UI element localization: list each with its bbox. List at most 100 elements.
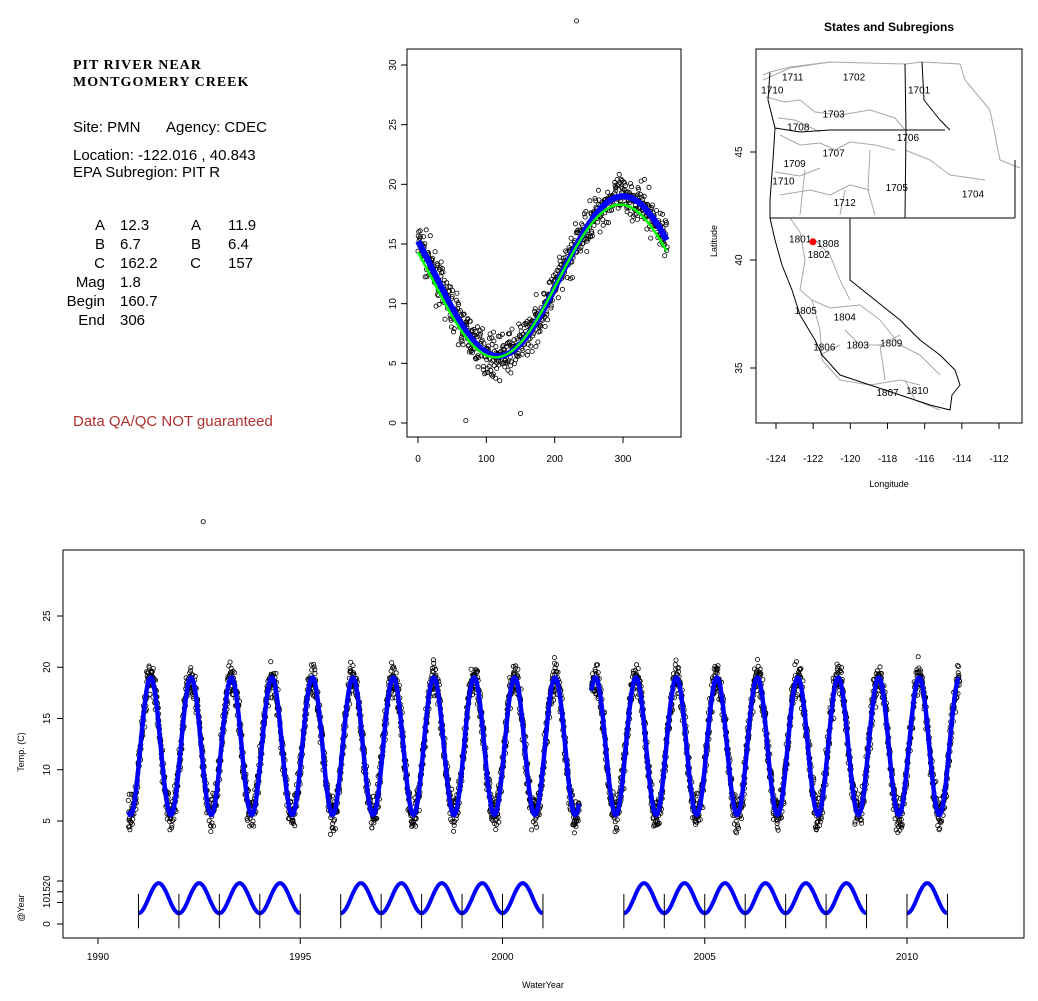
timeseries-point: [130, 816, 136, 822]
seasonal-point: [505, 358, 511, 364]
seasonal-point: [493, 344, 499, 350]
map-x-tick-label: -120: [840, 454, 860, 465]
timeseries-x-tick-label: 1990: [87, 952, 110, 963]
map-x-tick-label: -122: [803, 454, 823, 465]
seasonal-point: [489, 358, 495, 364]
timeseries-point: [330, 821, 336, 827]
seasonal-point: [595, 187, 601, 193]
seasonal-point: [461, 311, 467, 317]
seasonal-point: [629, 218, 635, 224]
site-id-line: Site: PMN Agency: CDEC: [73, 119, 267, 136]
seasonal-outliers: [463, 18, 580, 424]
seasonal-point: [504, 359, 510, 365]
timeseries-x-tick-label: 2005: [694, 952, 717, 963]
seasonal-point: [642, 176, 648, 182]
seasonal-point: [582, 214, 588, 220]
stat-label: B: [94, 236, 105, 253]
stat-label: A: [94, 217, 105, 234]
stats-left-block: A 12.3 B 6.7 C 162.2 Mag 1.8 Begin 160.7 End 3…: [60, 216, 170, 330]
seasonal-point: [612, 179, 618, 185]
timeseries-point: [495, 814, 501, 820]
timeseries-point: [169, 822, 175, 828]
seasonal-x-tick-label: 100: [478, 454, 495, 465]
region-label: 1808: [817, 239, 840, 250]
seasonal-point: [606, 220, 612, 226]
seasonal-point: [600, 222, 606, 228]
seasonal-point: [460, 342, 466, 348]
seasonal-point: [444, 280, 450, 286]
timeseries-point: [474, 668, 480, 674]
seasonal-point: [467, 318, 473, 324]
seasonal-point: [542, 323, 548, 329]
timeseries-point: [551, 655, 557, 661]
map-x-tick-label: -116: [915, 454, 935, 465]
seasonal-point: [532, 306, 538, 312]
seasonal-points: [415, 171, 670, 384]
year-panel: [137, 881, 948, 929]
seasonal-point: [451, 326, 457, 332]
region-label: 1809: [880, 338, 903, 349]
timeseries-point: [755, 657, 761, 663]
seasonal-point: [589, 233, 595, 239]
seasonal-point: [663, 222, 669, 228]
stat-value: 12.3: [120, 217, 150, 234]
seasonal-point: [634, 216, 640, 222]
site-code: Site: PMN: [73, 119, 141, 136]
region-label: 1806: [813, 343, 836, 354]
seasonal-point: [507, 331, 513, 337]
seasonal-point: [564, 275, 570, 281]
seasonal-point: [438, 259, 444, 265]
timeseries-point: [227, 659, 233, 665]
seasonal-point: [544, 311, 550, 317]
timeseries-point: [673, 657, 679, 663]
seasonal-point: [506, 339, 512, 345]
seasonal-point: [474, 334, 480, 340]
region-label: 1709: [783, 159, 806, 170]
seasonal-point: [616, 171, 622, 177]
timeseries-point: [332, 826, 338, 832]
timeseries-point: [413, 823, 419, 829]
epa-subregion: EPA Subregion: PIT R: [73, 164, 221, 181]
stat-label: Mag: [75, 274, 105, 291]
seasonal-point: [641, 193, 647, 199]
map-y-tick-label: 40: [734, 254, 745, 266]
seasonal-point: [529, 348, 535, 354]
seasonal-outlier: [463, 418, 469, 424]
timeseries-point: [592, 666, 598, 672]
timeseries-point: [656, 820, 662, 826]
timeseries-point: [512, 665, 518, 671]
seasonal-point: [609, 207, 615, 213]
seasonal-point: [560, 286, 566, 292]
timeseries-point: [433, 666, 439, 672]
site-title-line2: MONTGOMERY CREEK: [73, 75, 250, 90]
timeseries-point: [774, 825, 780, 831]
stat-row: End 306: [60, 311, 170, 330]
seasonal-point: [555, 295, 561, 301]
timeseries-point: [430, 669, 436, 675]
timeseries-point: [332, 817, 338, 823]
timeseries-point: [311, 664, 317, 670]
seasonal-point: [427, 233, 433, 239]
stat-value: 11.9: [228, 217, 257, 234]
seasonal-point: [509, 326, 515, 332]
region-label: 1704: [962, 189, 985, 200]
stat-row: A 12.3: [60, 216, 170, 235]
timeseries-point: [369, 825, 375, 831]
seasonal-point: [490, 371, 496, 377]
seasonal-y-tick-label: 25: [388, 119, 399, 131]
seasonal-point: [491, 338, 497, 344]
seasonal-point: [589, 230, 595, 236]
seasonal-point: [442, 316, 448, 322]
timeseries-point: [513, 663, 519, 669]
seasonal-point: [650, 202, 656, 208]
seasonal-point: [558, 262, 564, 268]
region-label: 1710: [772, 176, 795, 187]
timeseries-point: [331, 818, 337, 824]
seasonal-point: [591, 222, 597, 228]
seasonal-point: [420, 234, 426, 240]
seasonal-point: [584, 238, 590, 244]
timeseries-point: [673, 666, 679, 672]
year-y-tick-label: 20: [42, 875, 53, 887]
